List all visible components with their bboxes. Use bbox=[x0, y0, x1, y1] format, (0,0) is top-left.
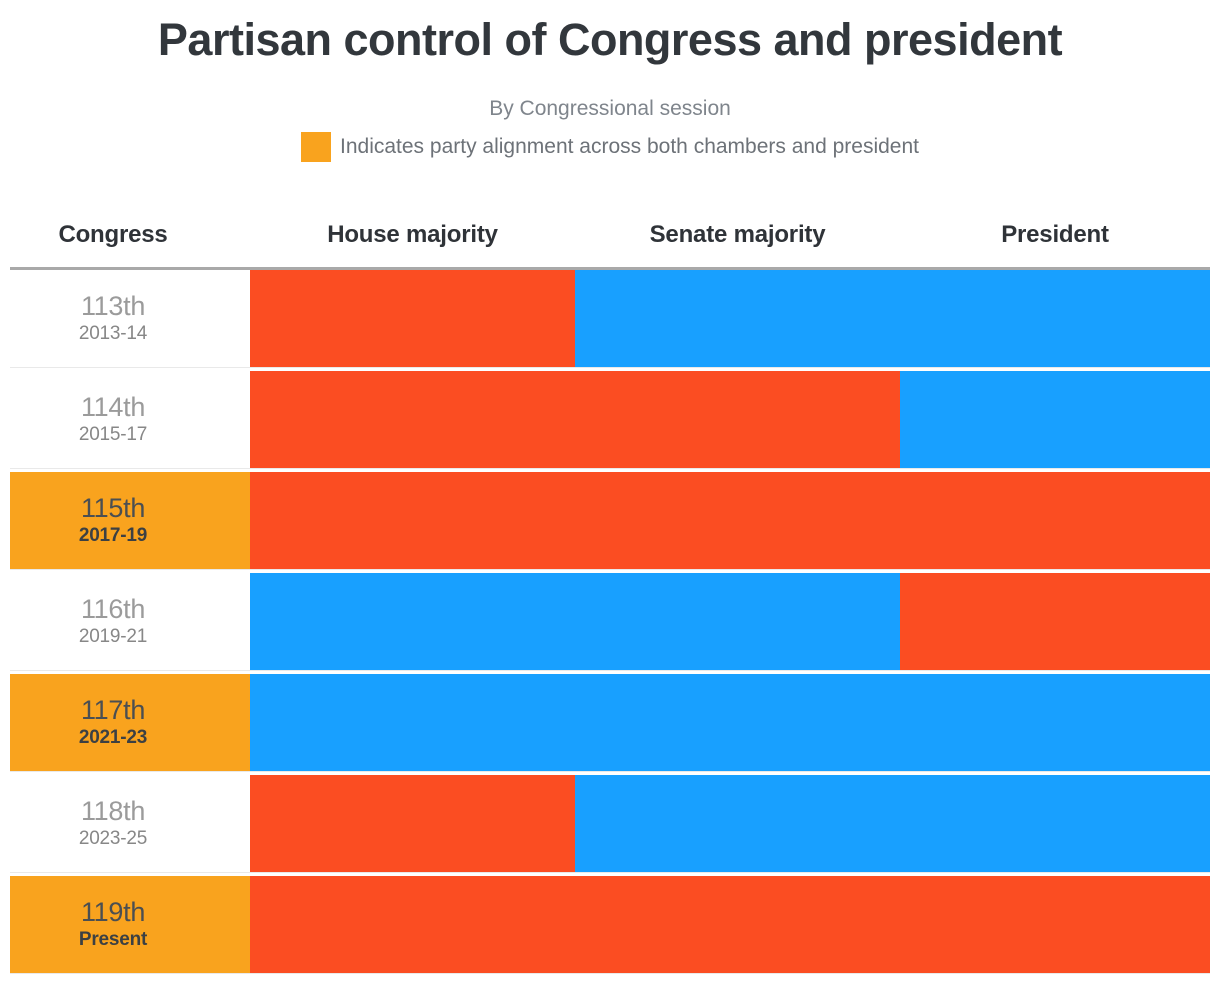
congress-years: 2013-14 bbox=[78, 322, 148, 344]
column-header-senate: Senate majority bbox=[649, 220, 826, 248]
president-bar bbox=[900, 572, 1210, 670]
house-bar bbox=[250, 471, 575, 569]
party-bars bbox=[250, 572, 1210, 670]
header-divider bbox=[10, 266, 1210, 270]
table-row: 114th 2015-17 bbox=[10, 370, 1210, 469]
congress-label: 117th bbox=[80, 694, 146, 725]
congress-label: 114th bbox=[80, 391, 146, 422]
congress-label-cell: 113th 2013-14 bbox=[10, 269, 250, 367]
house-bar bbox=[250, 875, 575, 973]
senate-bar bbox=[575, 269, 900, 367]
column-header-congress: Congress bbox=[58, 220, 168, 248]
house-bar bbox=[250, 774, 575, 872]
table-row: 119th Present bbox=[10, 875, 1210, 974]
house-bar bbox=[250, 269, 575, 367]
house-bar bbox=[250, 673, 575, 771]
table-row: 113th 2013-14 bbox=[10, 269, 1210, 368]
congress-label-cell: 117th 2021-23 bbox=[10, 673, 250, 771]
table-header-row: Congress House majority Senate majority … bbox=[10, 219, 1210, 251]
senate-bar bbox=[575, 673, 900, 771]
congress-years: Present bbox=[78, 928, 148, 950]
congress-label: 115th bbox=[80, 492, 146, 523]
congress-label: 113th bbox=[80, 290, 146, 321]
president-bar bbox=[900, 875, 1210, 973]
congress-label-cell: 118th 2023-25 bbox=[10, 774, 250, 872]
congress-years: 2021-23 bbox=[78, 726, 148, 748]
congress-years: 2019-21 bbox=[78, 625, 148, 647]
congress-label-cell: 115th 2017-19 bbox=[10, 471, 250, 569]
table-row: 115th 2017-19 bbox=[10, 471, 1210, 570]
congress-label-cell: 116th 2019-21 bbox=[10, 572, 250, 670]
president-bar bbox=[900, 370, 1210, 468]
party-bars bbox=[250, 370, 1210, 468]
table-row: 116th 2019-21 bbox=[10, 572, 1210, 671]
page-title: Partisan control of Congress and preside… bbox=[157, 14, 1063, 65]
column-header-president: President bbox=[1001, 220, 1109, 248]
senate-bar bbox=[575, 370, 900, 468]
congress-label-cell: 119th Present bbox=[10, 875, 250, 973]
table-rows: 113th 2013-14 114th 2015-17 115th 2017-1… bbox=[10, 269, 1210, 974]
president-bar bbox=[900, 774, 1210, 872]
president-bar bbox=[900, 471, 1210, 569]
party-bars bbox=[250, 875, 1210, 973]
senate-bar bbox=[575, 572, 900, 670]
senate-bar bbox=[575, 774, 900, 872]
column-header-house: House majority bbox=[327, 220, 498, 248]
congress-label: 118th bbox=[80, 795, 146, 826]
alignment-swatch-icon bbox=[301, 131, 331, 162]
party-bars bbox=[250, 774, 1210, 872]
congress-years: 2015-17 bbox=[78, 423, 148, 445]
congress-label: 116th bbox=[80, 593, 146, 624]
congress-label-cell: 114th 2015-17 bbox=[10, 370, 250, 468]
party-bars bbox=[250, 673, 1210, 771]
partisan-control-table: Congress House majority Senate majority … bbox=[10, 219, 1210, 974]
chart-subtitle: By Congressional session bbox=[489, 96, 731, 120]
page: Partisan control of Congress and preside… bbox=[0, 14, 1220, 1006]
senate-bar bbox=[575, 875, 900, 973]
congress-years: 2023-25 bbox=[78, 827, 148, 849]
party-bars bbox=[250, 471, 1210, 569]
senate-bar bbox=[575, 471, 900, 569]
president-bar bbox=[900, 269, 1210, 367]
table-row: 118th 2023-25 bbox=[10, 774, 1210, 873]
congress-label: 119th bbox=[80, 896, 146, 927]
table-row: 117th 2021-23 bbox=[10, 673, 1210, 772]
legend: Indicates party alignment across both ch… bbox=[0, 131, 1220, 162]
president-bar bbox=[900, 673, 1210, 771]
congress-years: 2017-19 bbox=[78, 524, 148, 546]
legend-label: Indicates party alignment across both ch… bbox=[340, 134, 919, 158]
house-bar bbox=[250, 572, 575, 670]
party-bars bbox=[250, 269, 1210, 367]
house-bar bbox=[250, 370, 575, 468]
